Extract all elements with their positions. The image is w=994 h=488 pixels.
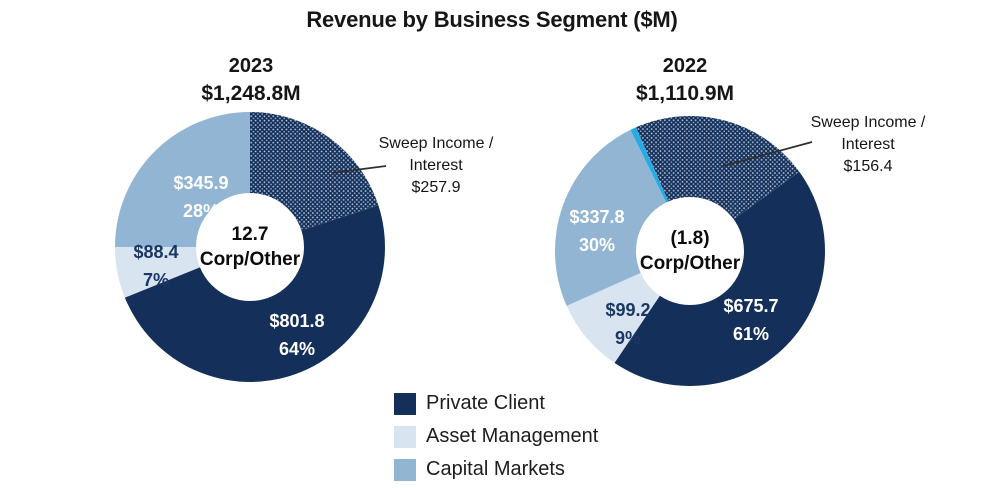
2023-donut-hole xyxy=(196,193,304,301)
chart-total: $1,248.8M xyxy=(201,82,301,105)
2022-label-asset-management: $99.2 9% xyxy=(605,300,651,348)
callout-line2: Interest xyxy=(409,157,463,174)
legend-item-asset-management: Asset Management xyxy=(394,425,598,448)
2023-label-private-client: $801.8 64% xyxy=(269,311,325,359)
chart-header-2022: 2022 $1,110.9M xyxy=(636,53,734,107)
callout-line1: Sweep Income / xyxy=(378,135,494,152)
legend-label: Asset Management xyxy=(426,425,599,447)
callout-sweep-income-2023: Sweep Income / Interest $257.9 xyxy=(351,133,521,199)
2023-label-capital-markets: $345.9 28% xyxy=(173,173,229,221)
legend-swatch-private-client xyxy=(394,392,416,415)
chart-year: 2022 xyxy=(662,55,708,77)
legend-label: Private Client xyxy=(426,392,545,414)
donut-center-2022: (1.8) Corp/Other xyxy=(640,226,740,276)
legend-item-capital-markets: Capital Markets xyxy=(394,458,598,481)
legend-swatch-capital-markets xyxy=(394,458,416,481)
center-value: 12.7 xyxy=(231,224,269,245)
2022-donut-hole xyxy=(636,197,744,305)
legend-swatch-asset-management xyxy=(394,425,416,448)
callout-line1: Sweep Income / xyxy=(810,114,926,131)
center-value: (1.8) xyxy=(670,228,710,249)
callout-value: $156.4 xyxy=(843,158,893,175)
2022-label-private-client: $675.7 61% xyxy=(723,296,779,344)
2023-label-asset-management: $88.4 7% xyxy=(133,242,179,290)
center-label: Corp/Other xyxy=(199,249,301,270)
callout-sweep-income-2022: Sweep Income / Interest $156.4 xyxy=(783,112,953,178)
chart-year: 2023 xyxy=(228,55,274,77)
2022-label-capital-markets: $337.8 30% xyxy=(569,207,625,255)
center-label: Corp/Other xyxy=(639,253,741,274)
chart-header-2023: 2023 $1,248.8M xyxy=(201,53,300,107)
donut-center-2023: 12.7 Corp/Other xyxy=(200,222,300,272)
page-title: Revenue by Business Segment ($M) xyxy=(306,7,678,32)
donut-2023 xyxy=(115,112,385,382)
donut-2022 xyxy=(554,115,826,387)
callout-value: $257.9 xyxy=(411,179,461,196)
callout-line2: Interest xyxy=(841,136,895,153)
legend-item-private-client: Private Client xyxy=(394,392,598,415)
chart-total: $1,110.9M xyxy=(635,82,735,105)
legend: Private Client Asset Management Capital … xyxy=(394,392,598,488)
legend-label: Capital Markets xyxy=(426,458,565,480)
